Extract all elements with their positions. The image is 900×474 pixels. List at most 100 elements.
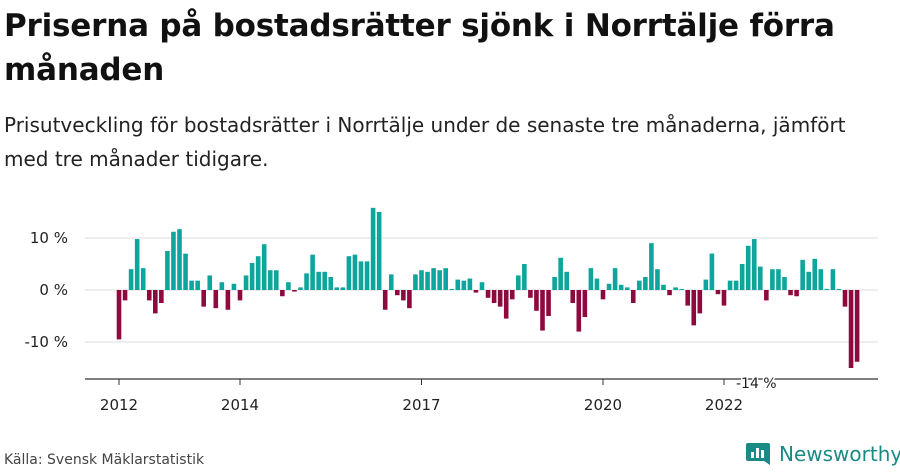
bar xyxy=(328,277,334,290)
bar xyxy=(364,261,370,290)
bar xyxy=(298,287,303,290)
bar xyxy=(177,229,182,290)
bar xyxy=(854,290,860,362)
bar xyxy=(449,288,455,290)
bar xyxy=(788,290,793,296)
bar xyxy=(267,270,273,290)
bar xyxy=(606,283,612,290)
bar xyxy=(509,290,515,300)
bar xyxy=(140,268,146,290)
bar xyxy=(661,284,666,290)
bar xyxy=(540,290,545,331)
bar xyxy=(491,290,497,303)
x-tick-label: 2012 xyxy=(100,396,138,414)
bar xyxy=(715,290,721,295)
bar xyxy=(818,269,824,290)
bar xyxy=(407,290,412,309)
bar xyxy=(346,256,352,290)
bar xyxy=(201,290,206,307)
source-label: Källa: Svensk Mäklarstatistik xyxy=(4,452,205,468)
bar xyxy=(352,254,358,290)
bar xyxy=(745,245,751,290)
bar xyxy=(842,290,848,307)
bar xyxy=(286,282,291,290)
bars xyxy=(116,207,860,368)
bar xyxy=(655,269,660,290)
bar xyxy=(703,279,709,290)
bar xyxy=(830,269,836,290)
bar xyxy=(437,270,442,290)
x-tick-label: 2017 xyxy=(402,396,440,414)
bar xyxy=(153,290,158,314)
bar xyxy=(183,253,188,290)
bar xyxy=(576,290,582,332)
bar xyxy=(643,277,648,290)
chart-title: Priserna på bostadsrätter sjönk i Norrtä… xyxy=(4,8,835,88)
bar xyxy=(388,274,394,290)
bar xyxy=(824,288,830,290)
bar xyxy=(528,290,533,298)
bar xyxy=(340,287,346,290)
bar xyxy=(503,290,509,319)
bar xyxy=(473,290,479,293)
brand-logo-link[interactable]: Newsworthy xyxy=(745,441,900,467)
chart-subtitle: Prisutveckling för bostadsrätter i Norrt… xyxy=(4,113,846,171)
bar xyxy=(219,282,225,290)
last-value-annotation: -14 % xyxy=(736,376,777,392)
bar xyxy=(316,271,321,290)
bar xyxy=(649,243,654,290)
bar xyxy=(243,275,249,290)
bar xyxy=(637,280,642,290)
bar xyxy=(522,264,527,290)
bar xyxy=(334,287,340,290)
brand-name: Newsworthy xyxy=(779,442,900,466)
bar xyxy=(401,290,406,301)
bar xyxy=(764,290,769,301)
bar xyxy=(612,268,618,290)
bar xyxy=(419,270,424,290)
bar xyxy=(546,290,551,316)
bar xyxy=(189,280,194,290)
bar xyxy=(195,280,200,290)
bar xyxy=(691,290,697,326)
bar xyxy=(564,271,569,290)
bar xyxy=(292,290,297,292)
bar xyxy=(461,280,467,290)
bar xyxy=(727,280,733,290)
bar xyxy=(225,290,231,310)
bar xyxy=(165,251,170,290)
bar xyxy=(455,279,461,290)
y-tick-label: 0 % xyxy=(39,281,68,299)
bar xyxy=(207,275,213,290)
bar xyxy=(370,207,376,290)
bar xyxy=(582,290,588,318)
bar xyxy=(128,269,134,290)
bar xyxy=(255,256,261,290)
bar xyxy=(667,290,672,296)
bar xyxy=(122,290,128,301)
bar xyxy=(146,290,152,301)
bar xyxy=(812,258,818,290)
y-tick-label: 10 % xyxy=(30,229,68,247)
bar xyxy=(739,264,745,290)
bar xyxy=(594,278,600,290)
bar xyxy=(733,280,739,290)
bar xyxy=(485,290,491,298)
bar xyxy=(794,290,799,297)
bar xyxy=(782,277,787,290)
bar xyxy=(848,290,854,368)
bar xyxy=(171,231,176,290)
bar xyxy=(261,244,267,290)
bar xyxy=(552,277,557,290)
bar xyxy=(413,274,418,290)
bar xyxy=(322,271,327,290)
bar xyxy=(600,290,606,300)
bar xyxy=(395,290,400,296)
bar xyxy=(534,290,539,311)
bar xyxy=(231,283,237,290)
bar xyxy=(425,271,430,290)
bar xyxy=(673,287,678,290)
newsworthy-logo-icon xyxy=(746,443,770,465)
bar xyxy=(479,282,485,290)
